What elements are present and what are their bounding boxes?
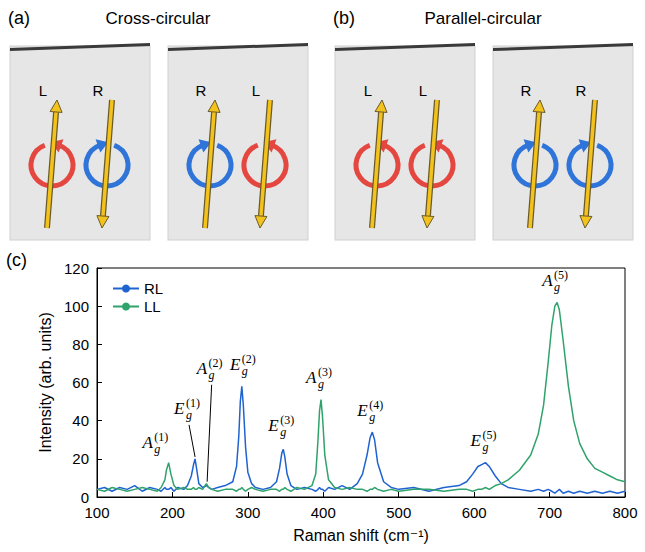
svg-text:100: 100: [64, 298, 89, 315]
svg-text:(5): (5): [554, 268, 569, 282]
svg-text:E: E: [267, 416, 279, 435]
svg-text:80: 80: [72, 336, 89, 353]
svg-text:(3): (3): [318, 365, 332, 380]
svg-text:g: g: [482, 440, 488, 454]
svg-text:E: E: [229, 355, 241, 374]
svg-text:g: g: [242, 364, 248, 378]
svg-text:R: R: [196, 82, 207, 99]
svg-text:200: 200: [160, 504, 185, 521]
svg-text:g: g: [369, 410, 375, 424]
svg-text:Cross-circular: Cross-circular: [106, 9, 211, 28]
svg-text:40: 40: [72, 412, 89, 429]
svg-text:g: g: [280, 425, 286, 439]
svg-text:Parallel-circular: Parallel-circular: [424, 9, 541, 28]
svg-text:100: 100: [84, 504, 109, 521]
svg-text:g: g: [209, 368, 215, 382]
svg-text:(c): (c): [6, 250, 27, 270]
svg-text:L: L: [39, 82, 47, 99]
svg-text:Intensity (arb. units): Intensity (arb. units): [37, 312, 54, 453]
svg-text:60: 60: [72, 374, 89, 391]
svg-text:L: L: [364, 82, 372, 99]
svg-text:g: g: [154, 442, 160, 456]
svg-text:700: 700: [537, 504, 562, 521]
svg-text:(2): (2): [208, 355, 223, 370]
svg-text:20: 20: [72, 450, 89, 467]
svg-text:g: g: [186, 408, 192, 422]
svg-text:(1): (1): [186, 395, 200, 410]
svg-text:120: 120: [64, 260, 89, 277]
svg-text:LL: LL: [144, 298, 161, 315]
svg-text:g: g: [554, 280, 560, 294]
svg-text:A: A: [305, 368, 317, 387]
svg-text:(b): (b): [333, 8, 355, 28]
svg-text:R: R: [576, 82, 587, 99]
svg-text:E: E: [356, 401, 368, 420]
svg-text:0: 0: [81, 489, 89, 506]
svg-text:R: R: [93, 82, 104, 99]
svg-text:(2): (2): [241, 352, 256, 366]
svg-text:E: E: [470, 431, 482, 450]
svg-text:(a): (a): [8, 8, 30, 28]
svg-text:A: A: [196, 359, 208, 378]
svg-text:(4): (4): [369, 397, 384, 412]
svg-text:E: E: [173, 399, 185, 418]
svg-text:g: g: [318, 377, 324, 391]
svg-text:800: 800: [612, 504, 637, 521]
svg-text:(1): (1): [154, 430, 169, 445]
svg-text:400: 400: [311, 504, 336, 521]
svg-text:RL: RL: [144, 280, 163, 297]
svg-text:Raman shift (cm⁻¹): Raman shift (cm⁻¹): [293, 527, 429, 544]
svg-text:R: R: [521, 82, 532, 99]
svg-text:A: A: [141, 433, 153, 452]
svg-text:600: 600: [462, 504, 487, 521]
svg-text:L: L: [419, 82, 427, 99]
svg-text:(3): (3): [280, 413, 295, 427]
svg-text:L: L: [252, 82, 260, 99]
svg-text:500: 500: [386, 504, 411, 521]
svg-text:A: A: [541, 271, 553, 290]
svg-text:300: 300: [235, 504, 260, 521]
svg-text:(5): (5): [482, 428, 497, 443]
